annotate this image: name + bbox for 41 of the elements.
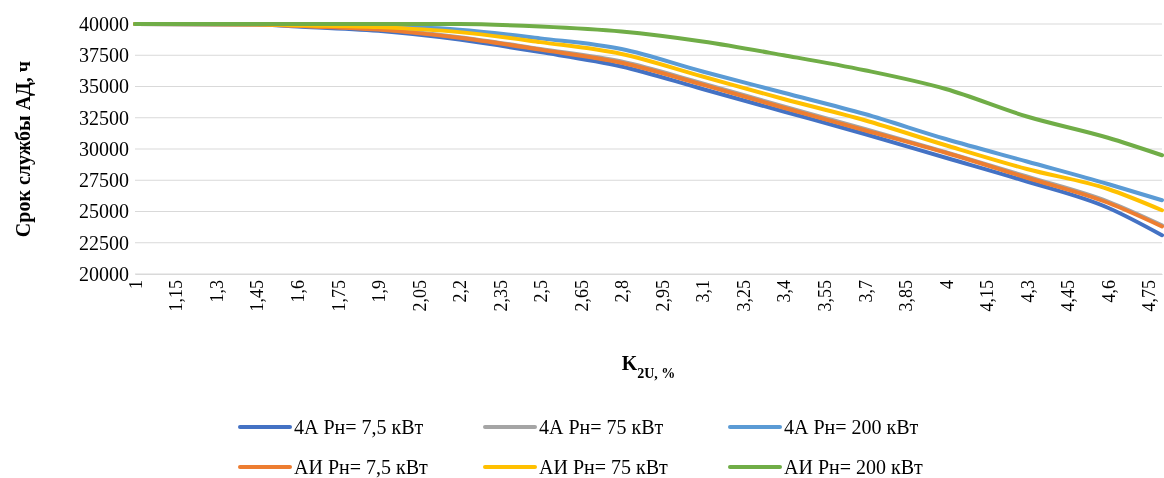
y-tick-label: 25000 (79, 200, 129, 223)
x-tick-label: 3,1 (693, 280, 714, 303)
legend-label: 4А Рн= 200 кВт (784, 416, 919, 438)
x-tick-label: 2,95 (652, 280, 673, 312)
y-tick-label: 35000 (79, 75, 129, 98)
x-tick-label: 1,45 (247, 280, 268, 312)
legend-label: 4А Рн= 7,5 кВт (294, 416, 424, 438)
y-tick-label: 40000 (79, 12, 129, 35)
y-axis-title: Срок службы АД, ч (12, 60, 35, 238)
x-tick-label: 4 (936, 280, 957, 289)
x-tick-label: 2,35 (490, 280, 511, 312)
x-tick-label: 3,25 (733, 280, 754, 312)
y-tick-label: 30000 (79, 137, 129, 160)
x-tick-label: 1,15 (166, 280, 187, 312)
x-tick-label: 4,45 (1058, 280, 1079, 312)
x-tick-label: 4,75 (1139, 280, 1160, 312)
x-tick-label: 2,05 (409, 280, 430, 312)
x-tick-label: 4,6 (1098, 280, 1119, 303)
x-tick-label: 3,85 (896, 280, 917, 312)
x-tick-label: 1,6 (287, 280, 308, 303)
y-tick-label: 37500 (79, 44, 129, 67)
x-tick-label: 3,55 (814, 280, 835, 312)
x-tick-label: 1,75 (328, 280, 349, 312)
x-tick-label: 3,4 (774, 280, 795, 303)
x-tick-label: 4,3 (1017, 280, 1038, 303)
y-tick-label: 27500 (79, 169, 129, 192)
x-tick-label: 4,15 (977, 280, 998, 312)
x-tick-label: 2,5 (531, 280, 552, 303)
x-axis-title: K$_{2U, %}$ (621, 352, 676, 381)
x-tick-label: 3,7 (855, 280, 876, 303)
legend-label: 4А Рн= 75 кВт (539, 416, 664, 438)
x-tick-label: 2,65 (571, 280, 592, 312)
x-tick-label: 1,9 (369, 280, 390, 303)
x-tick-label: 2,2 (450, 280, 471, 303)
x-tick-label: 2,8 (612, 280, 633, 303)
x-tick-label: 1,3 (206, 280, 227, 303)
y-tick-label: 22500 (79, 231, 129, 254)
legend-label: АИ Рн= 7,5 кВт (294, 456, 429, 478)
y-tick-label: 32500 (79, 106, 129, 129)
legend-label: АИ Рн= 200 кВт (784, 456, 924, 478)
legend-label: АИ Рн= 75 кВт (539, 456, 669, 478)
